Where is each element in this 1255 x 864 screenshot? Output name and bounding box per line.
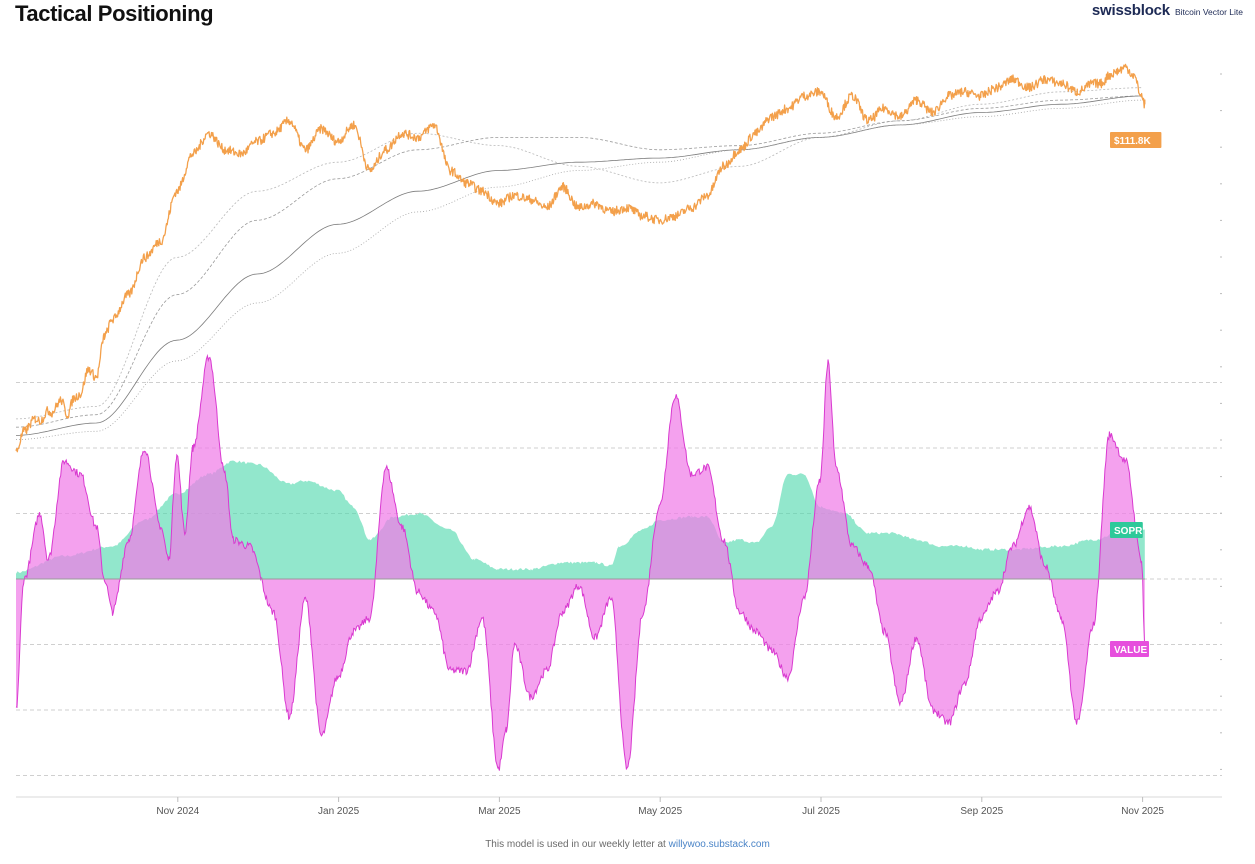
price-layer bbox=[15, 63, 1146, 453]
sopr-label-bg bbox=[1110, 522, 1143, 538]
tactical-positioning-chart: Nov 2024 Jan 2025 Mar 2025 May 2025 Jul 2025… bbox=[15, 63, 1222, 817]
x-tick-label: Jan 2025 bbox=[318, 806, 360, 817]
value-label-bg bbox=[1110, 641, 1149, 657]
value-line bbox=[15, 353, 1146, 771]
value-label-text: VALUE bbox=[1114, 645, 1147, 656]
oscillator-layer bbox=[15, 353, 1146, 771]
x-tick-label: Mar 2025 bbox=[478, 806, 521, 817]
footer-text: This model is used in our weekly letter … bbox=[485, 839, 669, 850]
footer-note: This model is used in our weekly letter … bbox=[0, 839, 1255, 850]
x-tick-label: May 2025 bbox=[638, 806, 682, 817]
x-tick-label: Jul 2025 bbox=[802, 806, 840, 817]
value-area bbox=[16, 355, 1145, 771]
price-last-label: $111.8K bbox=[1110, 132, 1162, 148]
x-tick-label: Nov 2025 bbox=[1121, 806, 1164, 817]
substack-link[interactable]: willywoo.substack.com bbox=[668, 839, 770, 850]
moving-average-line bbox=[15, 87, 1142, 420]
price-line bbox=[15, 63, 1146, 453]
moving-average-line bbox=[15, 95, 1142, 428]
brand-logo: swissblock Bitcoin Vector Lite bbox=[1092, 2, 1243, 19]
sopr-label-text: SOPR bbox=[1114, 526, 1143, 537]
price-last-label-text: $111.8K bbox=[1114, 136, 1151, 147]
page-title: Tactical Positioning bbox=[15, 1, 214, 26]
moving-average-line bbox=[16, 95, 1142, 436]
sopr-label: SOPR bbox=[1110, 522, 1143, 538]
price-last-label-bg bbox=[1110, 132, 1162, 148]
series-labels: $111.8K SOPR VALUE bbox=[1110, 132, 1162, 657]
value-label: VALUE bbox=[1110, 641, 1149, 657]
brand-name: swissblock bbox=[1091, 2, 1170, 19]
x-tick-label: Nov 2024 bbox=[156, 806, 199, 817]
x-axis: Nov 2024 Jan 2025 Mar 2025 May 2025 Jul 2025… bbox=[16, 796, 1222, 817]
sopr-area bbox=[16, 460, 1145, 579]
brand-product: Bitcoin Vector Lite bbox=[1174, 7, 1243, 17]
moving-average-layer bbox=[15, 87, 1142, 440]
x-tick-label: Sep 2025 bbox=[960, 806, 1003, 817]
moving-average-line bbox=[15, 99, 1142, 440]
